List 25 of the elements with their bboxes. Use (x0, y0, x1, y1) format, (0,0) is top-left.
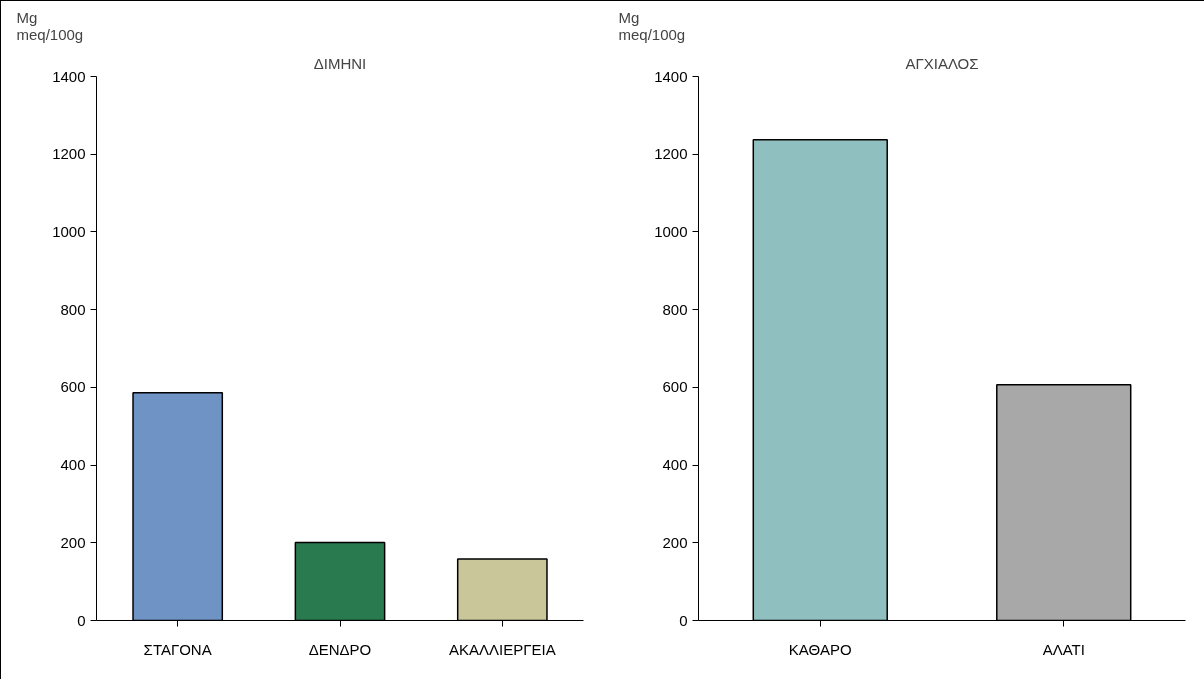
y-tick-label: 200 (662, 533, 688, 551)
y-tick-label: 800 (662, 300, 688, 318)
y-tick-label: 600 (662, 378, 688, 396)
y-tick-label: 1200 (52, 145, 86, 163)
y-tick-label: 400 (60, 456, 86, 474)
x-tick-label: ΚΑΘΑΡΟ (788, 640, 852, 658)
chart-title: ΑΓΧΙΑΛΟΣ (905, 54, 979, 72)
y-tick-label: 1400 (52, 67, 86, 85)
y-tick-label: 1000 (654, 222, 688, 240)
y-tick-label: 0 (77, 611, 86, 629)
y-tick-label: 0 (679, 611, 688, 629)
y-tick-label: 800 (60, 300, 86, 318)
y-axis-title: Mg meq/100g (618, 8, 686, 43)
y-tick-label: 400 (662, 456, 688, 474)
x-tick-label: ΔΕΝΔΡΟ (308, 640, 372, 658)
x-tick-label: ΑΚΑΛΛΙΕΡΓΕΙΑ (449, 640, 556, 658)
y-tick-label: 1200 (654, 145, 688, 163)
y-tick-label: 1000 (52, 222, 86, 240)
y-tick-label: 200 (60, 533, 86, 551)
x-tick-label: ΑΛΑΤΙ (1042, 640, 1085, 658)
chart-title: ΔΙΜΗΝΙ (313, 54, 367, 72)
y-tick-label: 600 (60, 378, 86, 396)
y-tick-label: 1400 (654, 67, 688, 85)
y-axis-title: Mg meq/100g (16, 8, 84, 43)
x-tick-label: ΣΤΑΓΟΝΑ (143, 640, 212, 658)
